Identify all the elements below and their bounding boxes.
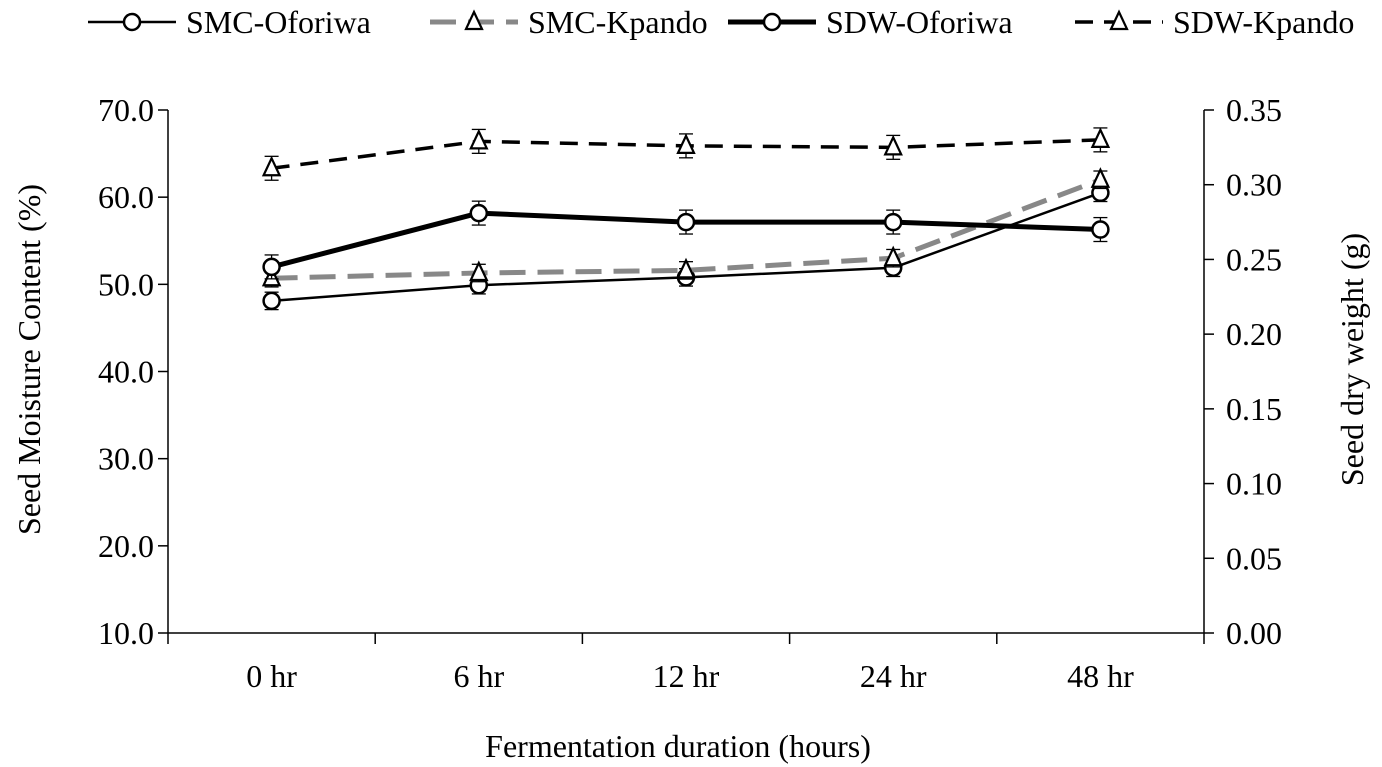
data-point-triangle-1 — [469, 128, 489, 150]
y-left-tick-label: 20.0 — [98, 528, 154, 564]
series-sdw-kpando — [261, 127, 1111, 181]
y-right-tick-label: 0.05 — [1226, 540, 1282, 576]
y-right-tick-label: 0.30 — [1226, 167, 1282, 203]
data-point-triangle-2 — [676, 133, 696, 154]
data-point-circle-3 — [883, 212, 903, 232]
y-axis-right-title: Seed dry weight (g) — [1334, 233, 1370, 486]
data-point-triangle-3 — [883, 245, 903, 267]
legend-item-smc-kpando: SMC-Kpando — [430, 4, 708, 40]
data-point-circle-0 — [262, 257, 281, 277]
data-point-triangle-3 — [883, 134, 903, 156]
y-left-tick-label: 70.0 — [98, 92, 154, 128]
x-axis-title: Fermentation duration (hours) — [485, 728, 871, 764]
data-point-circle-legend — [762, 12, 782, 32]
legend-item-smc-oforiwa: SMC-Oforiwa — [88, 4, 371, 40]
y-right-tick-label: 0.20 — [1226, 316, 1282, 352]
data-point-circle-2 — [676, 212, 696, 232]
legend-item-sdw-kpando: SDW-Kpando — [1075, 4, 1354, 40]
data-point-triangle-2 — [676, 257, 696, 279]
x-tick-label: 48 hr — [1067, 658, 1134, 694]
y-left-tick-label: 50.0 — [98, 266, 154, 302]
legend-label: SMC-Oforiwa — [186, 4, 371, 40]
y-left-tick-label: 30.0 — [98, 441, 154, 477]
data-point-triangle-legend — [1109, 9, 1129, 31]
legend-label: SDW-Kpando — [1173, 4, 1354, 40]
series-smc-oforiwa — [262, 183, 1110, 311]
data-point-triangle-4 — [1090, 127, 1111, 148]
y-right-tick-label: 0.10 — [1226, 466, 1282, 502]
legend-label: SMC-Kpando — [528, 4, 708, 40]
data-point-triangle-4 — [1090, 167, 1111, 188]
y-left-tick-label: 40.0 — [98, 354, 154, 390]
y-right-tick-label: 0.15 — [1226, 391, 1282, 427]
legend: SMC-Oforiwa SMC-Kpando SDW-Oforiwa SDW-Kpan… — [88, 4, 1354, 40]
data-point-circle-0 — [262, 291, 281, 311]
data-point-triangle-1 — [469, 260, 489, 282]
y-left-tick-label: 60.0 — [98, 179, 154, 215]
x-tick-label: 12 hr — [653, 658, 720, 694]
data-point-circle-4 — [1091, 220, 1110, 239]
x-tick-label: 24 hr — [860, 658, 927, 694]
legend-item-sdw-oforiwa: SDW-Oforiwa — [728, 4, 1013, 40]
series-line — [271, 177, 1102, 281]
y-right-tick-label: 0.25 — [1226, 241, 1282, 277]
x-tick-label: 6 hr — [453, 658, 504, 694]
series-sdw-oforiwa — [262, 200, 1110, 280]
data-point-circle-1 — [469, 203, 489, 223]
plot-area — [261, 127, 1111, 311]
series-smc-kpando — [261, 167, 1111, 288]
x-tick-label: 0 hr — [246, 658, 297, 694]
y-right-tick-label: 0.00 — [1226, 615, 1282, 651]
data-point-circle-legend — [122, 12, 142, 32]
y-right-tick-label: 0.35 — [1226, 92, 1282, 128]
axes: 10.0 20.0 30.0 40.0 50.0 60.0 70.0 0.00 0.05 0.10… — [98, 92, 1282, 694]
data-point-triangle-legend — [464, 9, 484, 31]
y-axis-left-title: Seed Moisture Content (%) — [11, 184, 47, 535]
legend-label: SDW-Oforiwa — [826, 4, 1013, 40]
y-left-tick-label: 10.0 — [98, 615, 154, 651]
data-point-triangle-0 — [261, 155, 282, 177]
